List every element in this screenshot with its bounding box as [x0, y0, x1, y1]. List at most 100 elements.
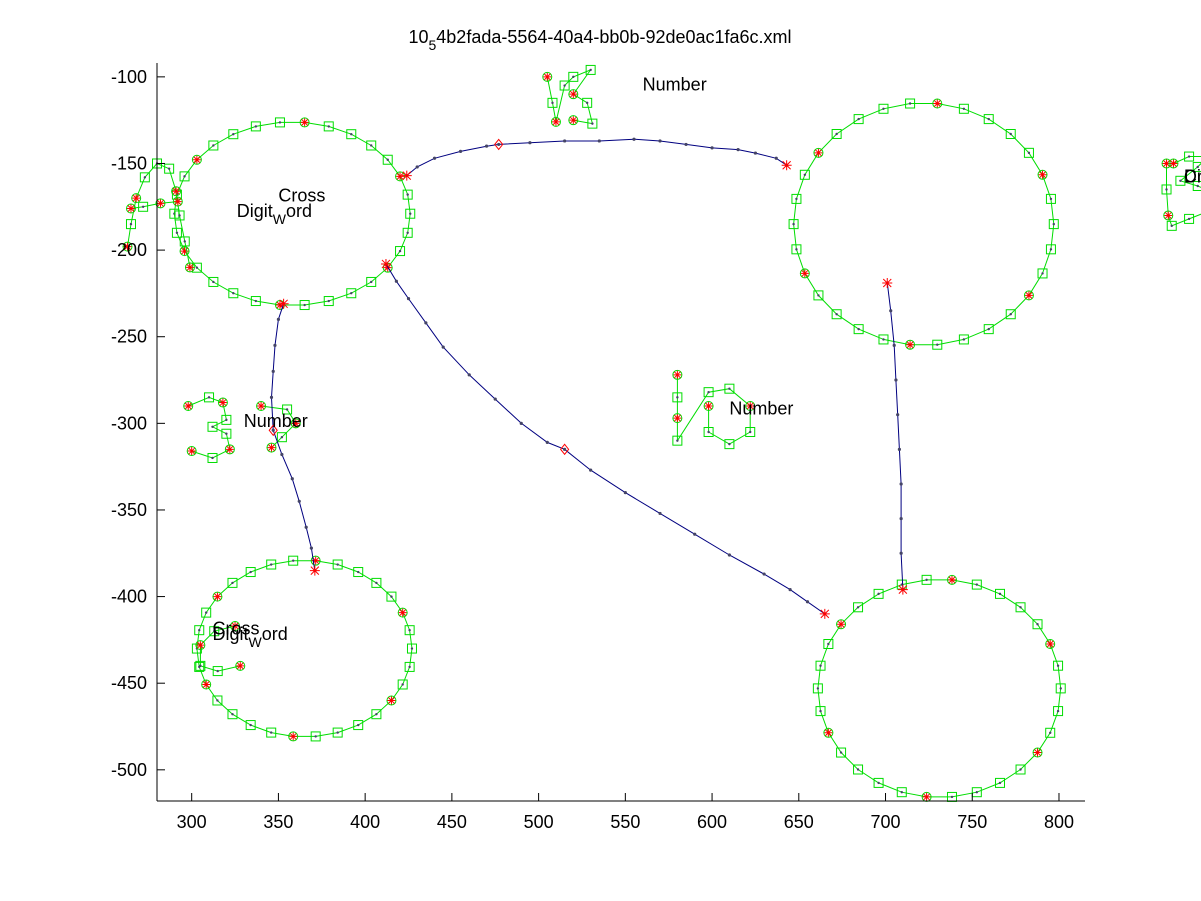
node-c-point-0 — [406, 643, 417, 654]
glyph-10-point-8-square — [724, 439, 735, 450]
glyph-B-corner-12-ring — [1168, 158, 1179, 169]
glyph-3-corner-8-star — [187, 447, 196, 456]
glyph-3-corner-2 — [217, 397, 228, 408]
glyph-3-point-1-dot — [207, 396, 211, 399]
node-a-point-24-dot — [327, 299, 330, 303]
node-b-point-24 — [958, 334, 969, 345]
glyph-C-point-1 — [209, 626, 220, 637]
edge-a-c-point-2 — [273, 343, 277, 347]
glyph-B-corner-0-star — [1162, 159, 1171, 168]
node-c-point-15-square — [191, 643, 202, 654]
glyph-10-point-9 — [703, 427, 714, 437]
glyph-A-point-3 — [139, 172, 150, 183]
x-tick-label-500: 500 — [524, 812, 554, 832]
node-c-point-24-square — [332, 727, 343, 738]
glyph-C-point-4 — [212, 666, 223, 677]
glyph-10-point-7-square — [745, 427, 756, 437]
node-b-point-1-square — [1045, 193, 1056, 204]
node-a-corner-17 — [179, 246, 190, 257]
edge-a-d-point-11 — [623, 491, 627, 495]
node-d-corner-7-ring — [946, 574, 957, 585]
glyph-3-point-3 — [221, 414, 232, 425]
label-b-cross: Cross — [1184, 167, 1201, 187]
glyph-C-point-4-dot — [216, 669, 219, 673]
glyph-B-corner-2 — [1163, 210, 1174, 221]
node-d-point-10-dot — [877, 592, 880, 596]
node-b-point-3-dot — [1027, 151, 1031, 155]
node-b-corner-7-star — [933, 99, 942, 108]
edge-b-d-point-2 — [892, 343, 896, 347]
label-c-cross: Cross — [213, 619, 260, 639]
label-a-digit-sub: W — [273, 211, 287, 227]
node-a-corner-2-star — [396, 172, 405, 181]
glyph-C-point-1-square — [209, 626, 220, 637]
node-b-point-8-dot — [908, 102, 912, 105]
x-tick-label-300: 300 — [177, 812, 207, 832]
glyph-A-point-5-dot — [167, 167, 171, 170]
node-c-point-28 — [397, 679, 408, 690]
node-c-point-1-dot — [408, 628, 411, 632]
node-b-point-15-square — [788, 219, 799, 230]
glyph-3-corner-6-star — [225, 445, 234, 454]
node-b-point-8-square — [905, 98, 916, 109]
glyph-B-point-7-square — [1192, 181, 1201, 191]
node-d-point-6-dot — [975, 583, 979, 586]
node-c-point-11-square — [227, 577, 238, 588]
glyph-3b-corner-2-ring — [290, 418, 301, 429]
label-a-cross-text: Cross — [278, 186, 325, 206]
edge-a-b-end-0 — [401, 170, 412, 181]
x-tick-label-400: 400 — [350, 812, 380, 832]
glyph-B-point-3 — [1166, 220, 1177, 231]
glyph-10-point-8-dot — [728, 442, 731, 446]
node-a-point-0 — [405, 208, 416, 219]
glyph-15-point-7 — [582, 97, 593, 108]
edge-a-b-point-15 — [774, 156, 778, 160]
node-b-corner-22-ring — [905, 339, 916, 350]
node-b-corner-7 — [932, 98, 943, 109]
node-b-point-11-square — [831, 128, 842, 139]
glyph-A-corner-0 — [122, 241, 133, 252]
edge-b-d-point-3 — [894, 378, 898, 382]
node-d-corner-12-ring — [836, 619, 847, 630]
glyph-3b-corner-0 — [256, 401, 267, 412]
node-c-point-6-dot — [336, 563, 339, 566]
node-c-point-25-dot — [357, 723, 360, 727]
node-a-corner-12-star — [192, 155, 201, 164]
node-b-point-18-square — [813, 290, 824, 301]
node-c-point-14-square — [194, 625, 205, 636]
node-b-point-19 — [831, 309, 842, 320]
node-b-point-4-square — [1005, 128, 1016, 139]
y-tick-label--300: -300 — [111, 413, 147, 433]
node-d-point-11 — [853, 602, 864, 613]
node-d-corner-12 — [836, 619, 847, 630]
glyph-3-corner-6 — [224, 444, 235, 455]
chart-title-suffix: 4b2fada-5564-40a4-bb0b-92de0ac1fa6c.xml — [436, 27, 791, 47]
node-b-point-14-dot — [795, 197, 798, 201]
node-b-point-26 — [1005, 309, 1016, 320]
glyph-10-point-3-square — [672, 435, 683, 446]
glyph-15-corner-9 — [568, 115, 579, 126]
glyph-15-point-4 — [568, 71, 579, 82]
edge-b-d-point-5 — [897, 447, 902, 451]
edge-a-d-point-9 — [563, 447, 567, 451]
node-a-point-8-square — [274, 117, 285, 128]
node-c-corner-22 — [288, 731, 299, 742]
node-b-point-1 — [1045, 193, 1056, 204]
node-a-point-4-square — [366, 140, 377, 151]
edge-b-d-point-8 — [899, 551, 903, 555]
node-a-point-6 — [323, 121, 334, 132]
node-b-point-29-square — [1045, 244, 1056, 255]
edge-a-c-end-0 — [278, 298, 289, 309]
edge-a-d-point-3 — [424, 321, 428, 325]
node-b-point-16 — [791, 244, 802, 255]
label-b-digit-text: Digit — [1184, 167, 1201, 187]
node-d-point-15-dot — [816, 687, 820, 690]
glyph-10-corner-2-star — [673, 414, 682, 423]
edge-a-c-point-4 — [269, 395, 274, 399]
edge-a-b-point-13 — [736, 148, 740, 152]
glyph-3b-point-3-dot — [280, 435, 284, 439]
glyph-B-point-4-dot — [1187, 217, 1191, 221]
node-a-point-4-dot — [370, 144, 373, 147]
node-b-point-15 — [788, 219, 799, 230]
node-b-corner-17-star — [800, 269, 809, 278]
